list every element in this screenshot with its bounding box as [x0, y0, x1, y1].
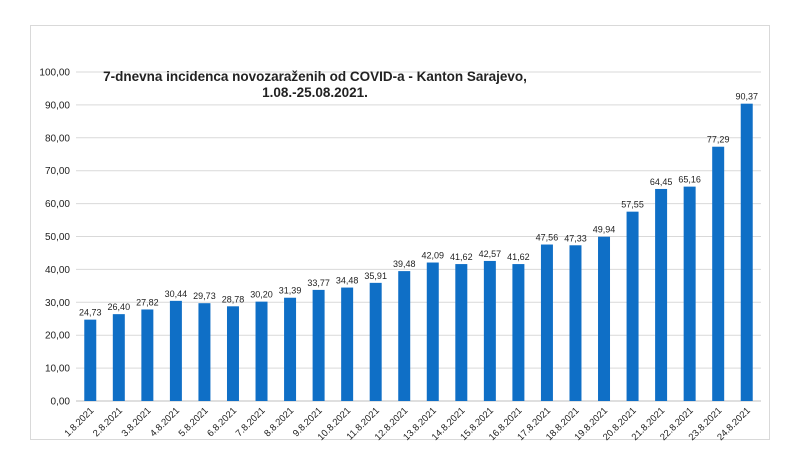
- y-tick-label: 10,00: [45, 364, 70, 375]
- data-label: 34,48: [336, 276, 359, 286]
- x-axis-ticks: 1.8.20212.8.20213.8.20214.8.20215.8.2021…: [62, 405, 752, 441]
- bar-2.8.2021: [112, 314, 125, 401]
- bar-7.8.2021: [255, 301, 268, 401]
- bar-3.8.2021: [141, 309, 154, 401]
- bar-23.8.2021: [712, 146, 725, 401]
- data-label: 39,48: [393, 259, 416, 269]
- bar-18.8.2021: [569, 245, 582, 401]
- bar-1.8.2021: [84, 319, 97, 401]
- bar-24.8.2021: [740, 103, 753, 401]
- data-labels: 24,73 26,40 27,82 30,44 29,73 28,78 30,20 31,39…: [79, 92, 758, 318]
- data-label: 42,09: [422, 251, 445, 261]
- bar-6.8.2021: [226, 306, 239, 401]
- gridlines: [76, 71, 761, 402]
- x-tick-label: 5.8.2021: [177, 405, 211, 439]
- data-label: 28,78: [222, 294, 245, 304]
- data-label: 31,39: [279, 286, 302, 296]
- data-label: 49,94: [593, 225, 616, 235]
- data-label: 47,33: [564, 233, 587, 243]
- x-tick-label: 4.8.2021: [148, 405, 182, 439]
- y-tick-label: 50,00: [45, 232, 70, 243]
- x-tick-label: 2.8.2021: [91, 405, 125, 439]
- data-label: 65,16: [678, 175, 701, 185]
- bars: [84, 103, 753, 401]
- data-label: 77,29: [707, 135, 730, 145]
- bar-14.8.2021: [455, 264, 468, 401]
- data-label: 42,57: [479, 249, 502, 259]
- bar-9.8.2021: [312, 289, 325, 401]
- bar-21.8.2021: [655, 188, 668, 401]
- bar-10.8.2021: [341, 287, 354, 401]
- x-tick-label: 8.8.2021: [262, 405, 296, 439]
- data-label: 64,45: [650, 177, 673, 187]
- chart-title-line-2: 1.08.-25.08.2021.: [262, 85, 368, 100]
- data-label: 90,37: [735, 92, 758, 102]
- data-label: 41,62: [507, 252, 530, 262]
- bar-20.8.2021: [626, 211, 639, 401]
- chart-title-line-1: 7-dnevna incidenca novozaraženih od COVI…: [103, 69, 527, 84]
- data-label: 29,73: [193, 291, 216, 301]
- data-label: 35,91: [364, 271, 387, 281]
- bar-11.8.2021: [369, 282, 382, 401]
- data-label: 30,44: [165, 289, 188, 299]
- y-tick-label: 40,00: [45, 265, 70, 276]
- x-tick-label: 3.8.2021: [120, 405, 154, 439]
- bar-chart: 24,73 26,40 27,82 30,44 29,73 28,78 30,20 31,39…: [39, 68, 761, 441]
- data-label: 41,62: [450, 252, 473, 262]
- bar-5.8.2021: [198, 303, 211, 401]
- x-tick-label: 7.8.2021: [234, 405, 268, 439]
- data-label: 27,82: [136, 297, 159, 307]
- y-tick-label: 0,00: [51, 397, 71, 408]
- x-tick-label: 1.8.2021: [62, 405, 96, 439]
- y-tick-label: 80,00: [45, 133, 70, 144]
- y-tick-label: 90,00: [45, 100, 70, 111]
- y-axis-ticks: 0,00 10,00 20,00 30,00 40,00 50,00 60,00 70,00 8…: [39, 68, 70, 408]
- y-tick-label: 60,00: [45, 199, 70, 210]
- data-label: 26,40: [108, 302, 131, 312]
- bar-4.8.2021: [169, 300, 182, 401]
- data-label: 47,56: [536, 233, 559, 243]
- bar-13.8.2021: [426, 262, 439, 401]
- bar-16.8.2021: [512, 264, 525, 401]
- bar-8.8.2021: [284, 297, 297, 401]
- bar-19.8.2021: [598, 236, 611, 401]
- bar-22.8.2021: [683, 186, 696, 401]
- x-tick-label: 6.8.2021: [205, 405, 239, 439]
- data-label: 33,77: [307, 278, 330, 288]
- y-tick-label: 100,00: [39, 68, 70, 79]
- data-label: 30,20: [250, 290, 273, 300]
- y-tick-label: 20,00: [45, 331, 70, 342]
- chart-frame: 24,73 26,40 27,82 30,44 29,73 28,78 30,20 31,39…: [30, 25, 770, 441]
- data-label: 57,55: [621, 200, 644, 210]
- y-tick-label: 30,00: [45, 298, 70, 309]
- bar-17.8.2021: [540, 244, 553, 401]
- bar-15.8.2021: [483, 260, 496, 401]
- y-tick-label: 70,00: [45, 166, 70, 177]
- data-label: 24,73: [79, 308, 102, 318]
- bar-12.8.2021: [398, 271, 411, 401]
